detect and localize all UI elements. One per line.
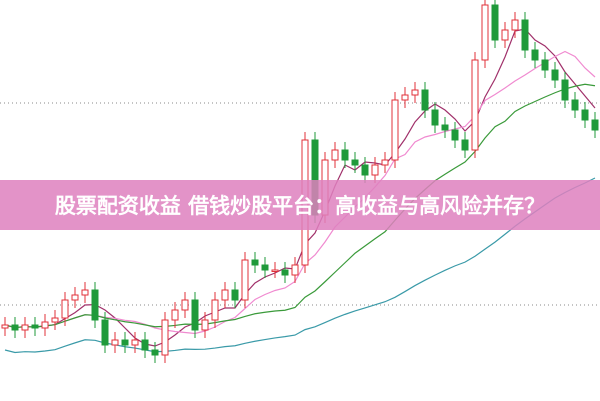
candle-down (581, 109, 589, 121)
candle-down (361, 164, 369, 176)
candle-down (151, 349, 159, 356)
candle-up (401, 94, 409, 101)
candle-up (21, 324, 29, 331)
candle-down (251, 259, 259, 266)
candle-up (181, 299, 189, 311)
candle-up (51, 317, 59, 323)
candle-up (271, 269, 279, 272)
candle-down (421, 89, 429, 111)
title-banner: 股票配资收益 借钱炒股平台：高收益与高风险并存？ (0, 180, 600, 230)
candle-down (571, 99, 579, 111)
candle-up (481, 4, 489, 61)
candle-down (591, 119, 599, 131)
ma-line-20 (4, 83, 596, 329)
candle-up (81, 289, 89, 296)
candle-down (191, 299, 199, 331)
candle-down (31, 324, 39, 329)
candle-down (121, 339, 129, 346)
candle-down (261, 264, 269, 271)
candle-up (371, 164, 379, 176)
candle-up (331, 149, 339, 161)
candle-up (61, 299, 69, 319)
candle-up (111, 339, 119, 346)
candle-up (171, 309, 179, 321)
candle-up (161, 319, 169, 356)
ma-line-5 (4, 28, 596, 347)
candle-up (501, 29, 509, 41)
candle-up (131, 339, 139, 346)
candle-down (141, 339, 149, 351)
candle-down (231, 289, 239, 301)
candle-up (511, 19, 519, 31)
candle-up (71, 294, 79, 301)
candle-up (411, 89, 419, 96)
candle-down (531, 49, 539, 61)
candle-down (461, 139, 469, 151)
candle-down (101, 319, 109, 346)
candle-down (561, 79, 569, 101)
candle-down (11, 324, 19, 331)
candle-up (201, 319, 209, 331)
candle-down (341, 149, 349, 161)
candle-up (211, 299, 219, 321)
candle-up (221, 289, 229, 301)
candle-down (441, 124, 449, 131)
candle-down (521, 19, 529, 51)
candle-down (451, 129, 459, 141)
candle-up (391, 99, 399, 161)
candle-up (381, 159, 389, 166)
candle-up (1, 324, 9, 329)
title-text: 股票配资收益 借钱炒股平台：高收益与高风险并存？ (54, 194, 546, 218)
candle-up (471, 59, 479, 151)
candle-down (351, 159, 359, 166)
candle-down (91, 289, 99, 321)
candle-down (541, 59, 549, 71)
candle-up (41, 321, 49, 329)
candle-up (241, 259, 249, 301)
candle-down (281, 269, 289, 276)
candle-down (551, 69, 559, 81)
candle-down (431, 109, 439, 126)
candle-down (491, 4, 499, 41)
candle-up (291, 264, 299, 276)
